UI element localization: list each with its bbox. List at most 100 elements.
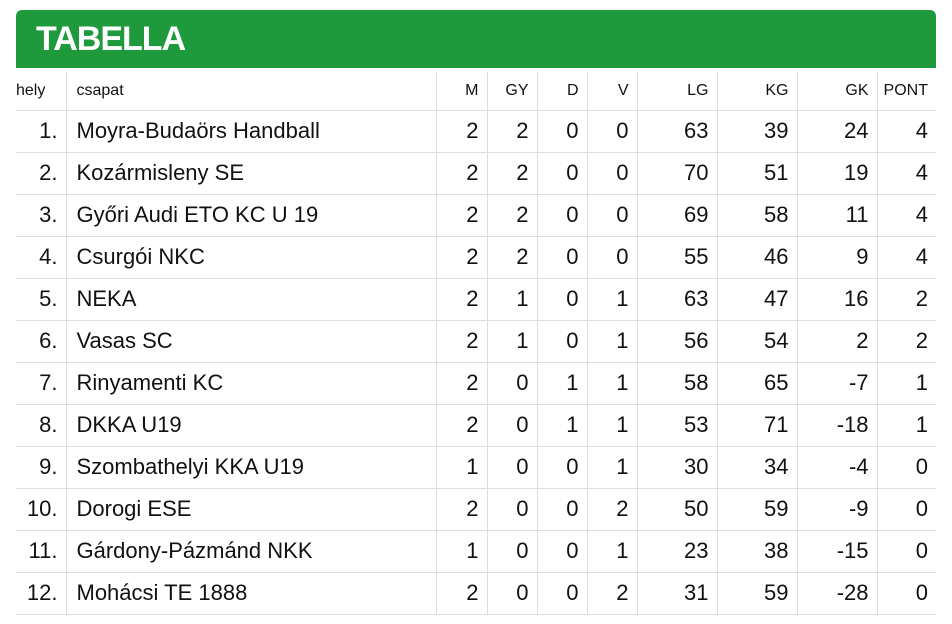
cell: 70 [636,152,717,195]
team-name: DKKA U19 [65,404,436,447]
table-row: 10. Dorogi ESE 2 0 0 2 50 59 -9 0 [16,488,936,531]
title: TABELLA [36,20,186,58]
team-name: Kozármisleny SE [65,152,436,195]
cell: 1 [586,362,637,405]
cell: 0 [536,152,587,195]
table-row: 5. NEKA 2 1 0 1 63 47 16 2 [16,278,936,321]
title-bar: TABELLA [16,10,936,68]
table-row: 2. Kozármisleny SE 2 2 0 0 70 51 19 4 [16,152,936,195]
team-name: Győri Audi ETO KC U 19 [65,194,436,237]
cell: 23 [636,530,717,573]
cell: 0 [536,236,587,279]
cell: 8. [16,404,66,447]
cell: 1. [16,110,66,153]
cell: 58 [636,362,717,405]
cell: 31 [636,572,717,615]
cell: 47 [716,278,797,321]
team-name: Dorogi ESE [65,488,436,531]
cell: 0 [586,194,637,237]
column-header: D [536,72,587,111]
header-row: hely csapat M GY D V LG KG GK PONT [16,72,936,111]
cell: 1 [586,404,637,447]
team-name: Vasas SC [65,320,436,363]
column-header: GK [796,72,877,111]
cell: -7 [796,362,877,405]
cell: 2 [435,236,487,279]
cell: 9. [16,446,66,489]
cell: 59 [716,572,797,615]
cell: 0 [536,110,587,153]
cell: 0 [876,530,936,573]
cell: 0 [486,362,537,405]
cell: 38 [716,530,797,573]
cell: 2 [486,110,537,153]
cell: 0 [876,488,936,531]
cell: 1 [536,404,587,447]
column-header: csapat [65,72,436,111]
team-name: NEKA [65,278,436,321]
cell: 1 [586,530,637,573]
table-row: 3. Győri Audi ETO KC U 19 2 2 0 0 69 58 11 4 [16,194,936,237]
cell: 3. [16,194,66,237]
column-header: V [586,72,637,111]
cell: 65 [716,362,797,405]
table-row: 7. Rinyamenti KC 2 0 1 1 58 65 -7 1 [16,362,936,405]
cell: 11. [16,530,66,573]
cell: 0 [536,488,587,531]
cell: 51 [716,152,797,195]
cell: -18 [796,404,877,447]
cell: 2 [435,320,487,363]
cell: 0 [536,320,587,363]
cell: 4 [876,152,936,195]
cell: 2 [586,572,637,615]
cell: -4 [796,446,877,489]
cell: 0 [586,110,637,153]
cell: 2 [435,194,487,237]
column-header: hely [16,72,66,111]
cell: 2. [16,152,66,195]
team-name: Gárdony-Pázmánd NKK [65,530,436,573]
cell: 2 [486,152,537,195]
cell: 0 [536,446,587,489]
column-header: M [435,72,487,111]
cell: 2 [876,278,936,321]
cell: 6. [16,320,66,363]
cell: 4 [876,236,936,279]
cell: 1 [486,320,537,363]
table-row: 12. Mohácsi TE 1888 2 0 0 2 31 59 -28 0 [16,572,936,615]
cell: 59 [716,488,797,531]
cell: 63 [636,110,717,153]
table-row: 4. Csurgói NKC 2 2 0 0 55 46 9 4 [16,236,936,279]
cell: 2 [876,320,936,363]
cell: 1 [435,446,487,489]
cell: 0 [486,488,537,531]
standings-table: hely csapat M GY D V LG KG GK PONT 1. Moyra-Budaör… [16,72,936,615]
cell: 1 [586,320,637,363]
column-header: LG [636,72,717,111]
cell: 4 [876,194,936,237]
table-row: 9. Szombathelyi KKA U19 1 0 0 1 30 34 -4 0 [16,446,936,489]
cell: 2 [435,278,487,321]
cell: 0 [486,530,537,573]
cell: 0 [586,152,637,195]
column-header: KG [716,72,797,111]
cell: 2 [486,236,537,279]
table-row: 1. Moyra-Budaörs Handball 2 2 0 0 63 39 24 4 [16,110,936,153]
cell: 11 [796,194,877,237]
cell: 16 [796,278,877,321]
cell: 55 [636,236,717,279]
cell: 56 [636,320,717,363]
cell: 2 [796,320,877,363]
cell: 50 [636,488,717,531]
cell: 7. [16,362,66,405]
cell: 0 [536,194,587,237]
cell: 0 [876,572,936,615]
cell: -9 [796,488,877,531]
team-name: Moyra-Budaörs Handball [65,110,436,153]
cell: 2 [435,488,487,531]
cell: 24 [796,110,877,153]
cell: 0 [536,530,587,573]
cell: 0 [486,446,537,489]
cell: 1 [486,278,537,321]
